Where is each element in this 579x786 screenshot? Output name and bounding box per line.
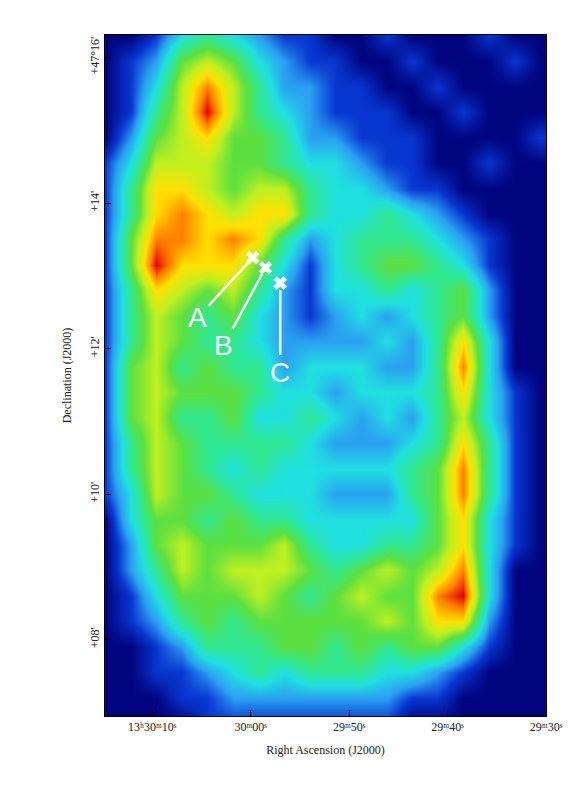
svg-text:+08': +08' bbox=[88, 627, 102, 648]
svg-text:30ᵐ00ˢ: 30ᵐ00ˢ bbox=[234, 720, 267, 734]
svg-text:+10': +10' bbox=[88, 482, 102, 503]
svg-text:+14': +14' bbox=[88, 191, 102, 212]
svg-text:29ᵐ40ˢ: 29ᵐ40ˢ bbox=[431, 720, 464, 734]
svg-text:A: A bbox=[188, 302, 207, 333]
svg-text:13ʰ30ᵐ10ˢ: 13ʰ30ᵐ10ˢ bbox=[128, 720, 177, 734]
svg-text:B: B bbox=[214, 330, 233, 361]
svg-text:Right Ascension (J2000): Right Ascension (J2000) bbox=[266, 743, 385, 757]
svg-text:Declination (J2000): Declination (J2000) bbox=[60, 328, 74, 424]
svg-text:C: C bbox=[270, 357, 290, 388]
svg-text:+47°16': +47°16' bbox=[88, 37, 102, 75]
svg-text:+12': +12' bbox=[88, 336, 102, 357]
svg-text:29ᵐ30ˢ: 29ᵐ30ˢ bbox=[530, 720, 563, 734]
svg-text:29ᵐ50ˢ: 29ᵐ50ˢ bbox=[333, 720, 366, 734]
